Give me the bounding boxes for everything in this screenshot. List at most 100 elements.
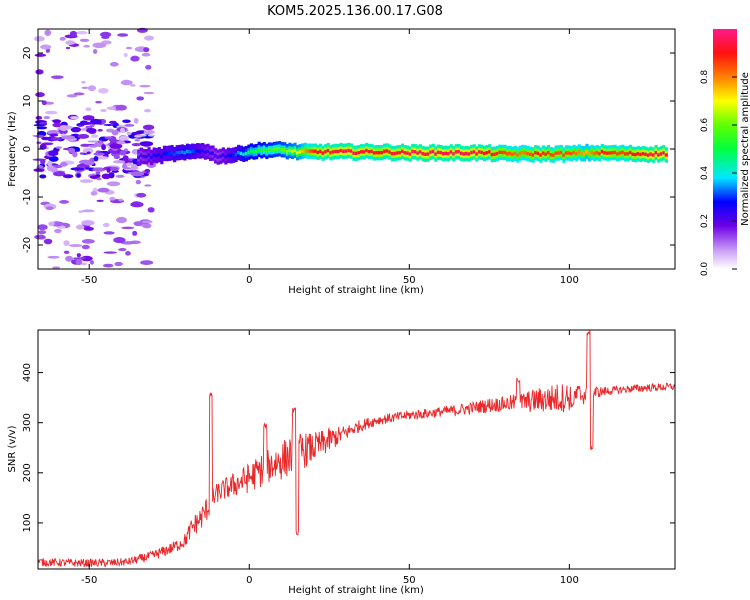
- snr-ylabel: SNR (v/v): [7, 425, 18, 472]
- noise-patch: [54, 228, 62, 234]
- ridge-core: [485, 151, 489, 155]
- noise-patch: [120, 79, 133, 86]
- noise-patch: [59, 200, 70, 204]
- noise-patch: [109, 166, 119, 172]
- ridge-core: [526, 151, 530, 156]
- noise-patch: [103, 251, 117, 254]
- ridge-core: [216, 155, 220, 159]
- noise-patch: [126, 131, 132, 136]
- ridge-core: [219, 154, 223, 159]
- noise-patch: [92, 167, 106, 172]
- noise-patch: [139, 84, 151, 88]
- noise-patch: [100, 108, 107, 113]
- ridge-core: [495, 151, 499, 156]
- noise-patch: [65, 40, 76, 45]
- ridge-core: [567, 151, 571, 155]
- ridge-core: [196, 149, 200, 153]
- ridge-core: [357, 150, 361, 155]
- noise-patch: [121, 226, 135, 230]
- noise-patch: [81, 220, 95, 226]
- colorbar-tick-label: 0.8: [700, 70, 710, 85]
- ridge-core: [626, 152, 630, 156]
- spectrogram-ytick-label: 0: [22, 146, 33, 152]
- noise-patch: [48, 137, 63, 141]
- ridge-core: [360, 150, 364, 154]
- ridge-core: [662, 151, 666, 155]
- noise-patch: [60, 125, 73, 130]
- noise-patch: [111, 129, 119, 136]
- noise-patch: [130, 171, 145, 177]
- noise-patch: [72, 151, 78, 158]
- ridge-core: [426, 152, 430, 156]
- ridge-core: [237, 150, 241, 155]
- noise-patch: [39, 174, 47, 179]
- noise-patch: [82, 115, 95, 121]
- ridge-core: [316, 150, 320, 155]
- spectrogram-xtick-label: -50: [81, 275, 97, 286]
- noise-patch: [99, 31, 112, 38]
- noise-patch: [123, 53, 128, 58]
- noise-patch: [130, 163, 138, 171]
- ridge-core: [208, 151, 213, 155]
- spectrogram-xtick-label: 100: [560, 275, 579, 286]
- noise-patch: [53, 171, 66, 177]
- ridge-core: [628, 150, 633, 155]
- ridge-core: [290, 149, 295, 154]
- noise-patch: [141, 52, 151, 57]
- ridge-core: [623, 152, 627, 156]
- ridge-core: [377, 151, 382, 155]
- noise-patch: [90, 191, 98, 196]
- ridge-core: [206, 149, 210, 154]
- ridge-core: [367, 149, 371, 154]
- ridge-core: [421, 152, 425, 156]
- ridge-core: [324, 150, 328, 154]
- ridge-core: [331, 150, 336, 154]
- noise-patch: [80, 143, 91, 147]
- ridge-core: [459, 151, 464, 155]
- noise-patch: [55, 146, 63, 149]
- ridge-core: [334, 149, 338, 154]
- noise-patch: [97, 140, 104, 144]
- ridge-core: [498, 150, 502, 154]
- spectrogram-ytick-label: -10: [22, 189, 33, 205]
- ridge-core: [590, 150, 594, 155]
- spectrogram-axes: -50 0 50 100 -20 -10 0 10 20: [22, 29, 675, 286]
- noise-patch: [34, 53, 47, 57]
- noise-patch: [98, 87, 109, 94]
- noise-patch: [39, 143, 47, 150]
- ridge-core: [147, 153, 151, 157]
- noise-patch: [104, 136, 113, 140]
- ridge-core: [546, 150, 551, 155]
- spectrogram-ytick-label: -20: [22, 237, 33, 253]
- ridge-core: [577, 150, 581, 154]
- noise-patch: [119, 150, 127, 156]
- ridge-core: [229, 154, 233, 158]
- ridge-core: [185, 149, 190, 153]
- ridge-core: [575, 151, 579, 156]
- ridge-core: [400, 149, 405, 153]
- noise-patch: [65, 255, 74, 262]
- ridge-core: [214, 154, 218, 158]
- ridge-core: [544, 152, 548, 156]
- noise-patch: [79, 152, 85, 155]
- noise-patch: [117, 33, 129, 37]
- ridge-core: [511, 152, 515, 157]
- noise-patch: [115, 174, 125, 178]
- ridge-core: [370, 149, 374, 154]
- noise-patch: [69, 30, 78, 37]
- noise-patch: [113, 160, 126, 164]
- ridge-core: [224, 155, 228, 159]
- ridge-core: [293, 148, 297, 153]
- noise-patch: [77, 124, 84, 127]
- noise-patch: [127, 124, 133, 127]
- ridge-core: [257, 147, 261, 152]
- noise-patch: [90, 118, 102, 125]
- ridge-core: [150, 155, 154, 160]
- noise-patch: [41, 136, 52, 141]
- ridge-core: [298, 150, 302, 154]
- ridge-core: [388, 150, 392, 154]
- noise-patch: [103, 231, 115, 235]
- noise-patch: [116, 216, 128, 224]
- noise-patch: [35, 134, 45, 138]
- ridge-core: [178, 150, 182, 155]
